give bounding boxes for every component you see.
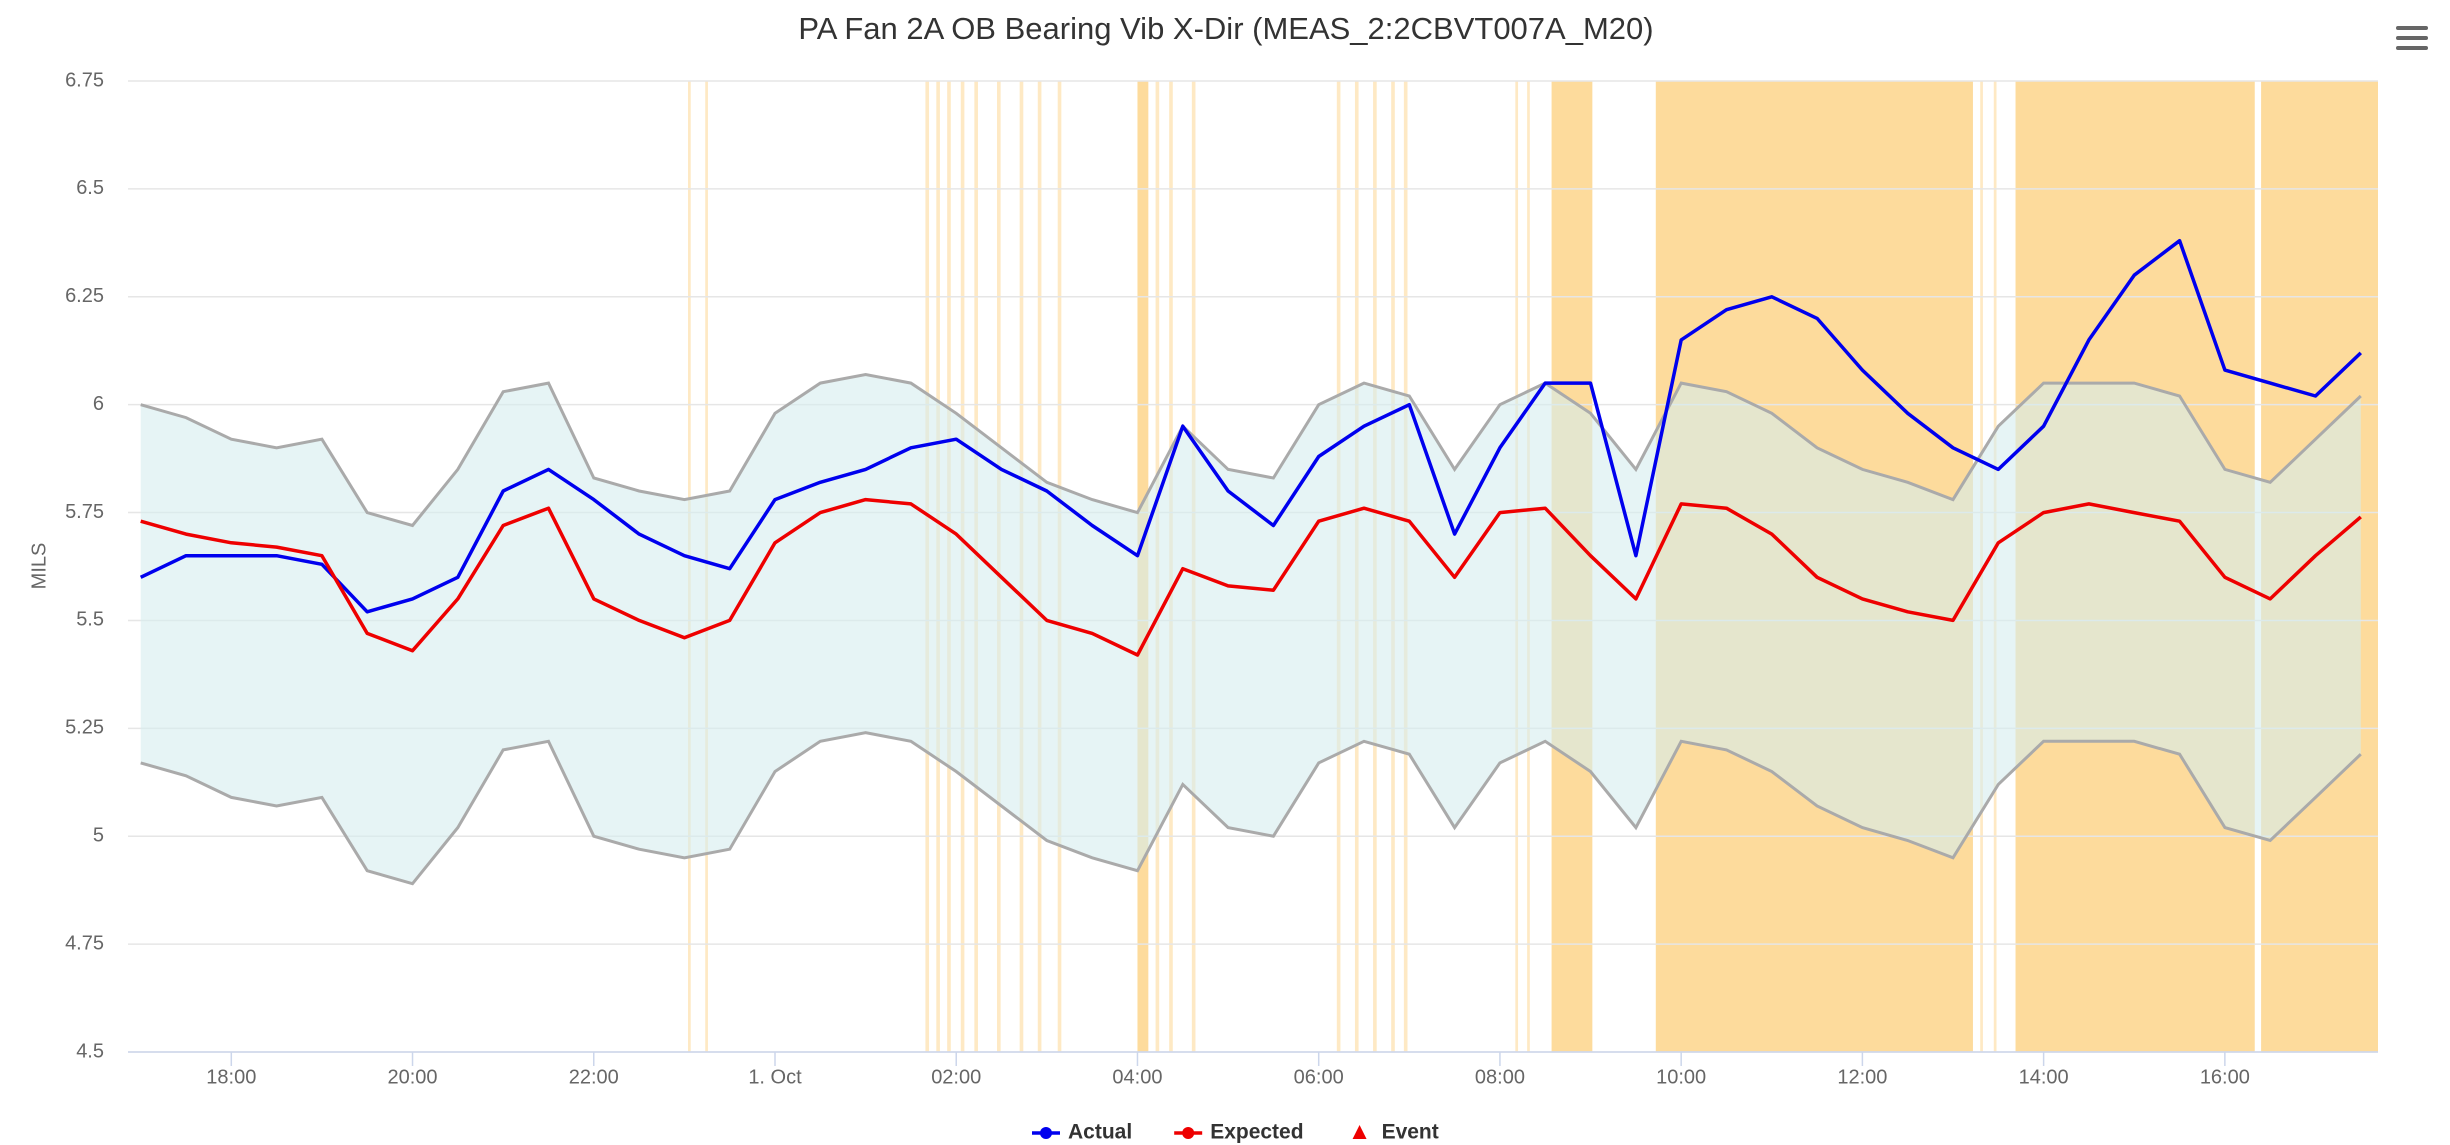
legend-label: Event bbox=[1382, 1121, 1439, 1144]
legend-symbol bbox=[1040, 1127, 1052, 1139]
x-tick-label: 22:00 bbox=[569, 1066, 619, 1088]
envelope-upper bbox=[140, 372, 2362, 528]
y-tick-label: 6.5 bbox=[76, 177, 104, 199]
envelope bbox=[140, 372, 2362, 886]
x-tick-label: 14:00 bbox=[2019, 1066, 2069, 1088]
menu-button[interactable] bbox=[2396, 26, 2428, 50]
legend-symbol bbox=[1182, 1127, 1195, 1139]
menu-bar bbox=[2396, 26, 2428, 30]
y-tick-label: 6.25 bbox=[65, 285, 104, 307]
legend-symbol bbox=[1352, 1125, 1367, 1139]
x-tick-label: 10:00 bbox=[1656, 1066, 1706, 1088]
y-tick-label: 4.75 bbox=[65, 932, 104, 954]
y-tick-label: 5.75 bbox=[65, 501, 104, 523]
axes: 4.5 4.75 5 5.25 5.5 5.75 6 6.25 6.5 6.75 18:00 20:0… bbox=[65, 69, 2378, 1088]
x-tick-label: 06:00 bbox=[1294, 1066, 1344, 1088]
y-tick-label: 5.25 bbox=[65, 717, 104, 739]
x-tick-label: 16:00 bbox=[2200, 1066, 2250, 1088]
x-tick-label: 20:00 bbox=[388, 1066, 438, 1088]
menu-bar bbox=[2396, 46, 2428, 50]
legend-item[interactable]: Event bbox=[1352, 1121, 1439, 1144]
x-tick-label: 12:00 bbox=[1837, 1066, 1887, 1088]
envelope-lower bbox=[140, 731, 2362, 886]
y-tick-label: 6 bbox=[93, 393, 104, 415]
legend: Actual Expected Event bbox=[1032, 1121, 1439, 1144]
menu-bar bbox=[2396, 36, 2428, 40]
chart-title: PA Fan 2A OB Bearing Vib X-Dir (MEAS_2:2… bbox=[798, 11, 1653, 46]
legend-item[interactable]: Expected bbox=[1174, 1121, 1304, 1144]
envelope-area bbox=[140, 374, 2361, 884]
x-tick-label: 02:00 bbox=[931, 1066, 981, 1088]
series-line bbox=[139, 238, 2363, 614]
x-tick-label: 04:00 bbox=[1112, 1066, 1162, 1088]
y-tick-label: 5 bbox=[93, 825, 104, 847]
legend-label: Actual bbox=[1068, 1121, 1132, 1144]
x-tick-label: 08:00 bbox=[1475, 1066, 1525, 1088]
legend-label: Expected bbox=[1210, 1121, 1303, 1144]
y-tick-label: 4.5 bbox=[76, 1040, 104, 1062]
series-line bbox=[140, 497, 2362, 657]
x-tick-label: 18:00 bbox=[206, 1066, 256, 1088]
y-tick-label: 6.75 bbox=[65, 69, 104, 91]
x-tick-label: 1. Oct bbox=[748, 1066, 802, 1088]
legend-item[interactable]: Actual bbox=[1032, 1121, 1132, 1144]
y-axis-title: MILS bbox=[28, 543, 50, 590]
y-tick-label: 5.5 bbox=[76, 609, 104, 631]
series-lines bbox=[139, 238, 2363, 657]
